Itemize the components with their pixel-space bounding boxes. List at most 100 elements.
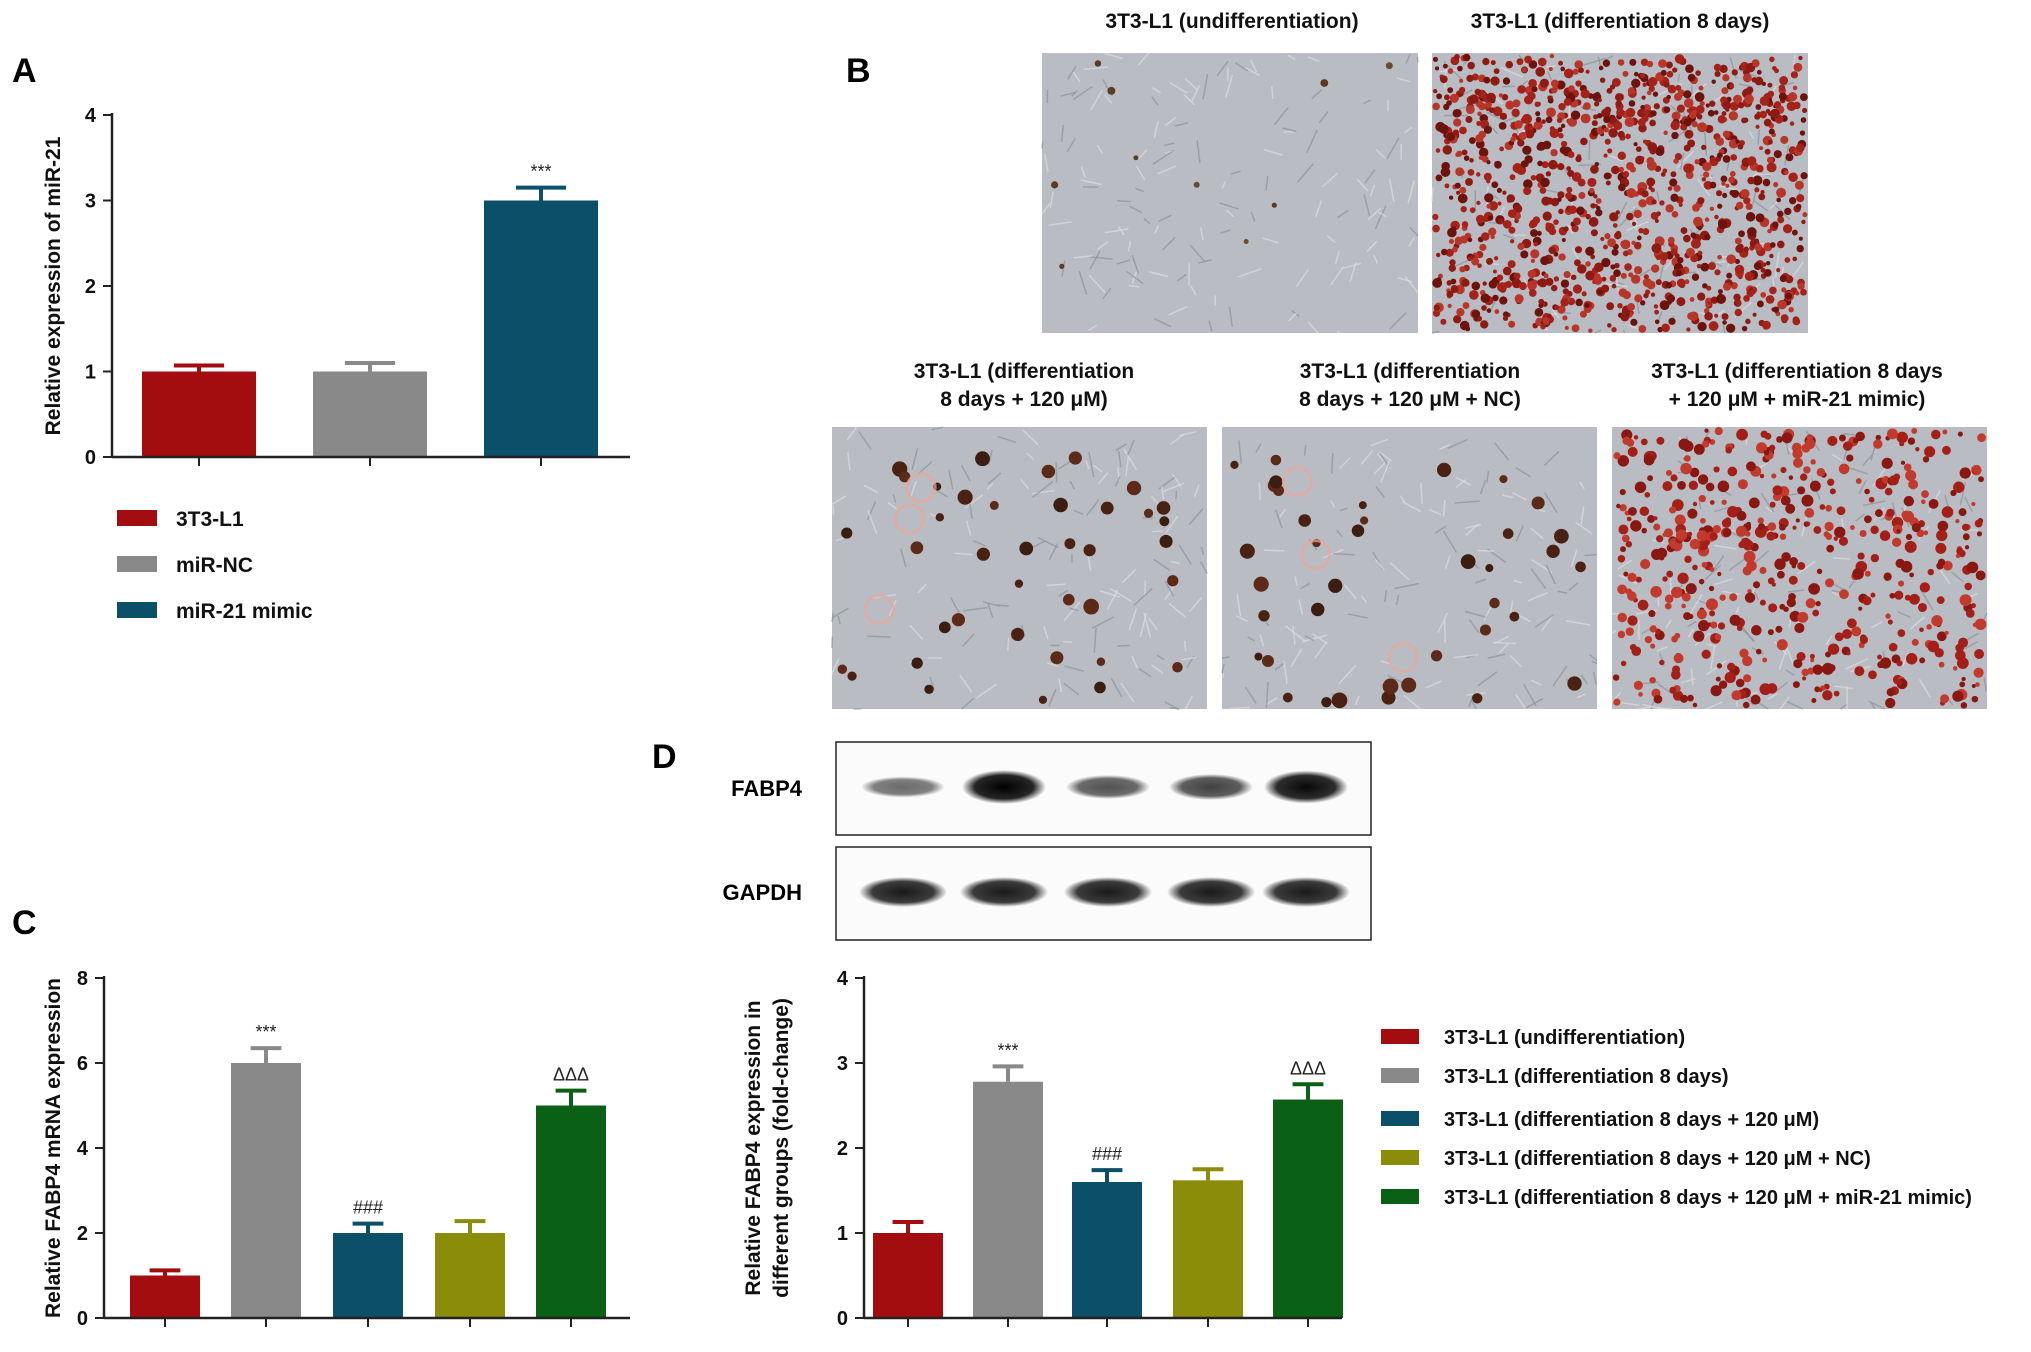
micrograph-top-1-cell <box>1270 86 1274 99</box>
micrograph-bottom-2-cell <box>1384 590 1388 603</box>
micrograph-bottom-2-cell <box>1527 592 1548 602</box>
micrograph-bottom-3-title-1: 3T3-L1 (differentiation 8 days <box>1651 360 1943 383</box>
micrograph-top-2-lipid-droplet <box>1533 241 1538 247</box>
micrograph-top-2-lipid-droplet <box>1560 123 1566 129</box>
micrograph-bottom-2-cell <box>1373 463 1385 475</box>
micrograph-bottom-3-lipid-droplet <box>1735 678 1745 688</box>
micrograph-bottom-3-lipid-droplet <box>1696 530 1708 542</box>
micrograph-top-2-lipid-droplet <box>1703 180 1713 190</box>
micrograph-top-2-lipid-droplet <box>1594 262 1604 273</box>
micrograph-bottom-3-lipid-droplet <box>1671 670 1681 680</box>
micrograph-bottom-3-lipid-droplet <box>1977 433 1986 442</box>
micrograph-top-2-lipid-droplet <box>1478 147 1489 158</box>
micrograph-bottom-2-cell <box>1263 549 1285 552</box>
micrograph-top-2-lipid-droplet <box>1557 197 1562 202</box>
micrograph-top-1-cell <box>1228 306 1233 327</box>
micrograph-bottom-2-title-2: 8 days + 120 μM + NC) <box>1299 388 1521 411</box>
micrograph-top-2-lipid-droplet <box>1709 206 1715 212</box>
micrograph-bottom-1-cell <box>858 431 872 450</box>
micrograph-bottom-3-lipid-droplet <box>1640 438 1648 446</box>
micrograph-bottom-2-cell <box>1274 509 1283 529</box>
micrograph-top-2-lipid-droplet <box>1779 274 1787 283</box>
micrograph-top-2-lipid-droplet <box>1601 276 1607 282</box>
micrograph-top-2-lipid-droplet <box>1684 129 1694 139</box>
micrograph-bottom-3-lipid-droplet <box>1896 431 1908 444</box>
micrograph-top-2-lipid-droplet <box>1545 171 1552 177</box>
micrograph-top-2-lipid-droplet <box>1648 185 1653 190</box>
micrograph-bottom-2-cell <box>1279 508 1287 518</box>
micrograph-top-2-lipid-droplet <box>1478 102 1486 111</box>
micrograph-bottom-1-cell <box>972 539 986 547</box>
micrograph-bottom-1-cell <box>835 536 845 542</box>
legend-d-label-3: 3T3-L1 (differentiation 8 days + 120 μM) <box>1444 1109 1819 1131</box>
micrograph-bottom-3-lipid-droplet <box>1759 473 1765 479</box>
micrograph-bottom-3-lipid-droplet <box>1709 532 1718 541</box>
micrograph-top-2-lipid-droplet <box>1585 270 1596 281</box>
micrograph-top-1-cell <box>1089 256 1114 260</box>
micrograph-bottom-3-cell <box>1831 582 1846 591</box>
micrograph-top-2-lipid-droplet <box>1574 246 1583 254</box>
micrograph-top-2-lipid-droplet <box>1627 87 1636 95</box>
micrograph-top-2-lipid-droplet <box>1789 197 1797 205</box>
micrograph-bottom-1-cell <box>964 494 984 509</box>
micrograph-top-2-lipid-droplet <box>1541 161 1549 169</box>
micrograph-bottom-3-lipid-droplet <box>1884 487 1893 496</box>
micrograph-top-2-lipid-droplet <box>1432 56 1439 62</box>
micrograph-bottom-2-cell <box>1579 481 1585 490</box>
micrograph-bottom-1-cell <box>867 635 891 638</box>
micrograph-top-2-lipid-droplet <box>1747 176 1755 185</box>
micrograph-top-2-lipid-droplet <box>1643 293 1649 299</box>
micrograph-top-1-cell <box>1129 205 1143 214</box>
micrograph-bottom-1-cell <box>831 612 835 622</box>
micrograph-top-1-cell <box>1265 175 1269 191</box>
micrograph-bottom-1-background <box>832 427 1207 709</box>
micrograph-bottom-3-cell <box>1909 616 1926 630</box>
micrograph-top-1-cell <box>1202 73 1209 100</box>
micrograph-bottom-3-lipid-droplet <box>1936 596 1945 605</box>
micrograph-top-2-lipid-droplet <box>1597 97 1602 103</box>
micrograph-bottom-3-lipid-droplet <box>1833 690 1840 697</box>
micrograph-bottom-1-cell <box>1164 701 1179 710</box>
micrograph-top-2-lipid-droplet <box>1542 140 1552 150</box>
micrograph-top-2-lipid-droplet <box>1483 76 1491 84</box>
micrograph-bottom-3-lipid-droplet <box>1758 523 1765 531</box>
micrograph-bottom-3-lipid-droplet <box>1768 603 1778 613</box>
micrograph-top-1-cell <box>1404 276 1419 294</box>
micrograph-bottom-3-lipid-droplet <box>1961 676 1966 682</box>
micrograph-bottom-2-cell <box>1375 486 1385 498</box>
micrograph-bottom-3-lipid-droplet <box>1886 508 1895 518</box>
micrograph-top-2-lipid-droplet <box>1456 308 1465 317</box>
micrograph-bottom-2-cell <box>1515 467 1532 478</box>
micrograph-bottom-2-cell <box>1552 665 1568 687</box>
micrograph-top-2-lipid-droplet <box>1651 243 1662 254</box>
micrograph-top-2-lipid-droplet <box>1738 274 1743 280</box>
micrograph-bottom-3-lipid-droplet <box>1971 501 1976 507</box>
micrograph-top-2-lipid-droplet <box>1676 278 1686 288</box>
micrograph-top-2-lipid-droplet <box>1540 323 1546 330</box>
micrograph-bottom-3-lipid-droplet <box>1911 638 1919 646</box>
micrograph-top-2-lipid-droplet <box>1776 210 1784 218</box>
micrograph-top-2-lipid-droplet <box>1787 92 1798 102</box>
annotation-d-5: ΔΔΔ <box>1290 1058 1326 1078</box>
micrograph-bottom-3-lipid-droplet <box>1731 690 1742 701</box>
micrograph-top-2-lipid-droplet <box>1680 227 1688 234</box>
micrograph-top-2-lipid-droplet <box>1614 93 1624 102</box>
micrograph-bottom-1-title-1: 3T3-L1 (differentiation <box>914 360 1135 383</box>
micrograph-top-2-lipid-droplet <box>1507 209 1517 218</box>
micrograph-bottom-2-cell <box>1379 451 1393 462</box>
micrograph-top-2-lipid-droplet <box>1659 252 1669 261</box>
micrograph-bottom-3-lipid-droplet <box>1650 643 1656 649</box>
micrograph-bottom-3-lipid-droplet <box>1613 698 1621 706</box>
micrograph-bottom-3-lipid-droplet <box>1785 503 1796 514</box>
micrograph-top-1-cell <box>1151 96 1159 106</box>
micrograph-top-2-lipid-droplet <box>1788 306 1794 313</box>
micrograph-bottom-2-cell <box>1593 671 1597 685</box>
micrograph-bottom-2-ring <box>1300 539 1332 571</box>
micrograph-bottom-2-lipid-droplet <box>1298 514 1312 527</box>
micrograph-top-2-lipid-droplet <box>1760 190 1765 195</box>
micrograph-top-1-cell <box>1375 148 1386 159</box>
micrograph-bottom-3-lipid-droplet <box>1719 594 1726 601</box>
micrograph-top-2-lipid-droplet <box>1585 246 1595 256</box>
micrograph-bottom-3-lipid-droplet <box>1722 528 1732 538</box>
